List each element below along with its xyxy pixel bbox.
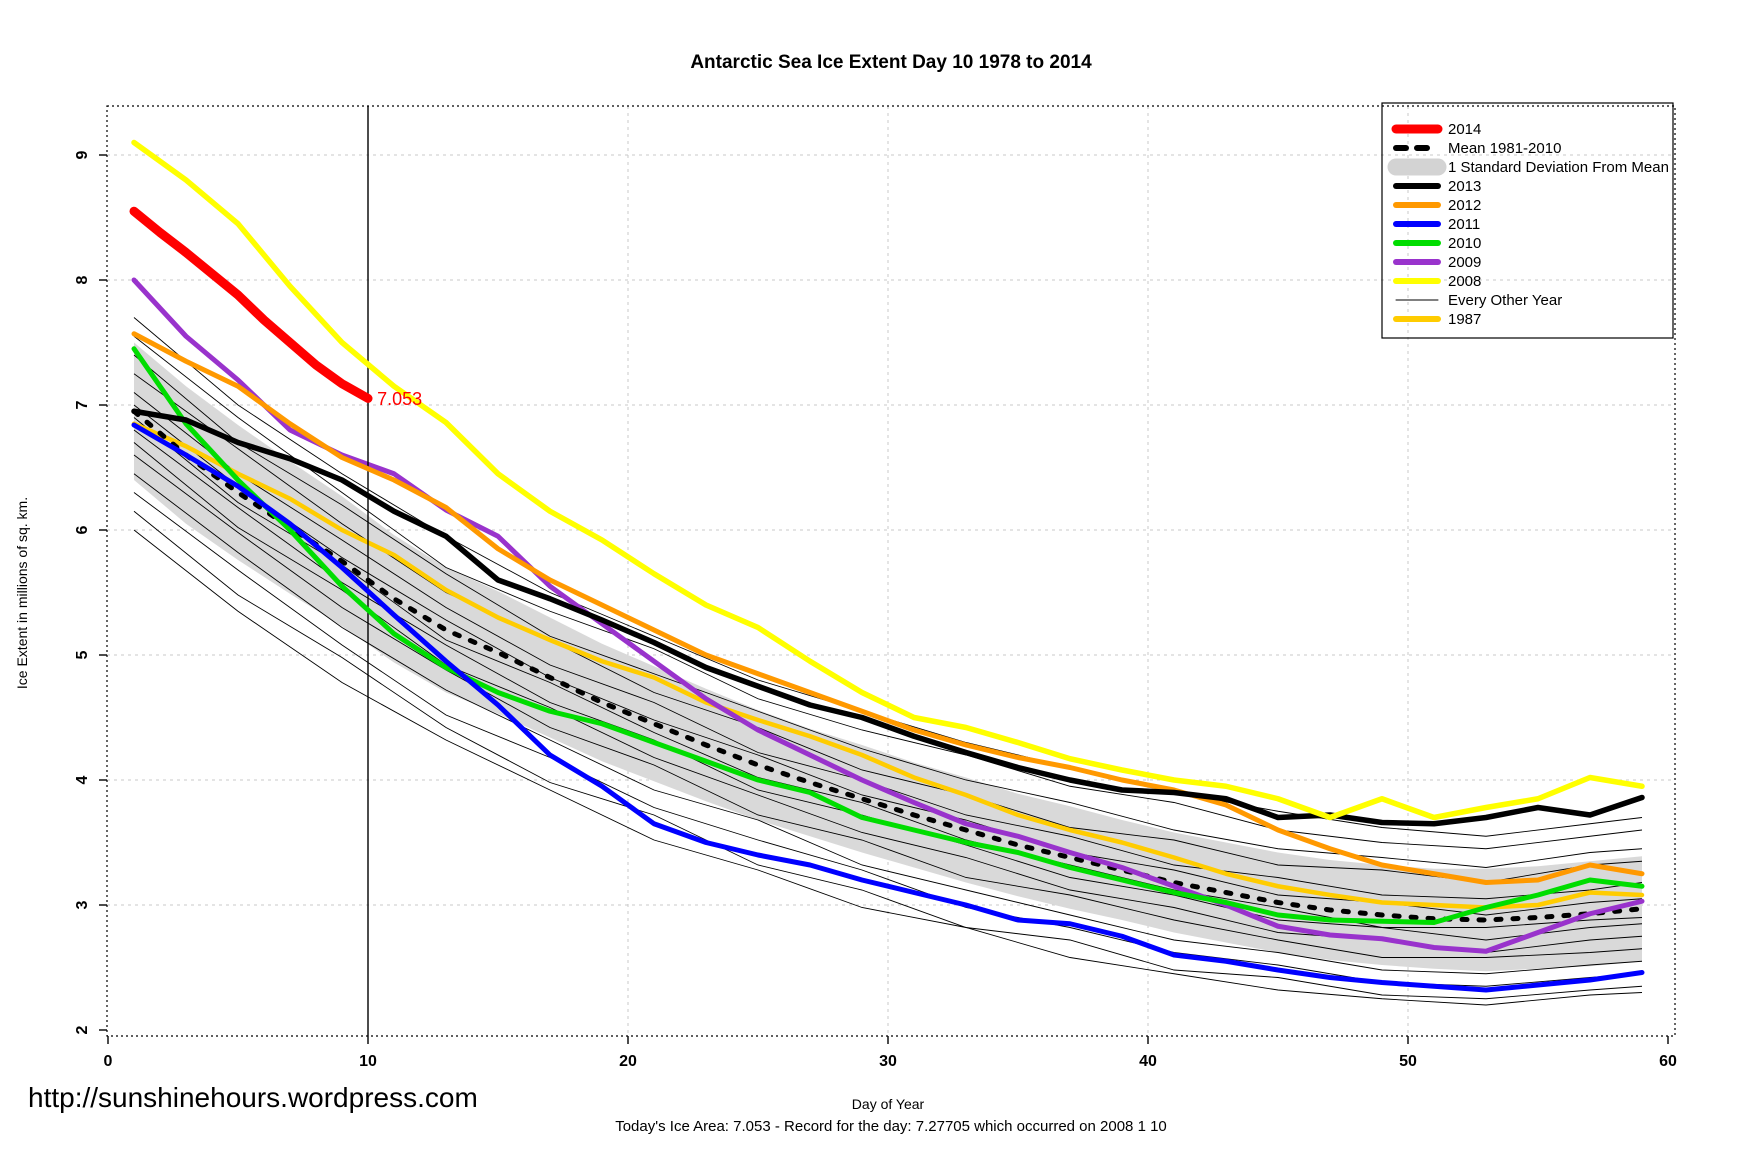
y-tick-label-5: 5 <box>74 650 91 659</box>
y-tick-label-8: 8 <box>74 275 91 284</box>
other-year-line-5 <box>133 404 1643 916</box>
legend-label: 2012 <box>1448 197 1481 214</box>
legend-label: Every Other Year <box>1448 292 1562 309</box>
series-2008-line <box>131 139 1645 821</box>
y-tick-label-7: 7 <box>74 400 91 409</box>
legend-label: 2009 <box>1448 254 1481 271</box>
series-1987-line <box>131 421 1645 910</box>
x-tick-label-20: 20 <box>619 1053 637 1070</box>
other-year-line-6 <box>133 417 1643 928</box>
legend-item-2009: 2009 <box>1393 254 1481 271</box>
other-year-line-13 <box>133 529 1643 1006</box>
y-tick-label-9: 9 <box>74 150 91 159</box>
footer-caption: Today's Ice Area: 7.053 - Record for the… <box>615 1118 1167 1135</box>
series-2010-line <box>131 346 1645 925</box>
y-tick-label-4: 4 <box>74 775 91 784</box>
other-year-line-12 <box>133 510 1643 1000</box>
legend-item-2010: 2010 <box>1393 235 1481 252</box>
legend-label: 2013 <box>1448 178 1481 195</box>
series-2012-line <box>131 331 1645 885</box>
legend-item-2012: 2012 <box>1393 197 1481 214</box>
x-tick-label-40: 40 <box>1139 1053 1157 1070</box>
chart-title: Antarctic Sea Ice Extent Day 10 1978 to … <box>690 52 1092 73</box>
series-2014-line <box>129 206 373 403</box>
legend-item-mean-1981-2010: Mean 1981-2010 <box>1393 140 1561 157</box>
legend-item-2013: 2013 <box>1393 178 1481 195</box>
y-tick-label-6: 6 <box>74 525 91 534</box>
x-tick-label-60: 60 <box>1659 1053 1677 1070</box>
legend-item-1-standard-deviation-from-mean: 1 Standard Deviation From Mean <box>1387 158 1669 176</box>
x-tick-label-50: 50 <box>1399 1053 1417 1070</box>
legend-label: 2010 <box>1448 235 1481 252</box>
series-mean-1981-2010-line <box>131 408 1645 923</box>
y-tick-label-3: 3 <box>74 900 91 909</box>
legend-label: 2008 <box>1448 273 1481 290</box>
legend-label: 2011 <box>1448 216 1480 233</box>
series-2013-line <box>131 408 1645 827</box>
other-year-line-10 <box>133 473 1643 975</box>
other-year-line-9 <box>133 454 1643 958</box>
record-annotation: 7.053 <box>377 389 422 409</box>
legend-label: 2014 <box>1448 121 1481 138</box>
other-year-line-0 <box>133 317 1643 837</box>
legend-item-2011: 2011 <box>1393 216 1480 233</box>
x-axis-title: Day of Year <box>851 1096 925 1112</box>
y-tick-label-2: 2 <box>74 1025 91 1034</box>
x-tick-label-10: 10 <box>359 1053 377 1070</box>
plot-box <box>106 105 1676 1037</box>
series-2009-line <box>131 277 1645 954</box>
other-year-line-4 <box>133 392 1643 900</box>
x-tick-label-30: 30 <box>879 1053 897 1070</box>
legend-item-1987: 1987 <box>1393 311 1481 328</box>
legend-label: Mean 1981-2010 <box>1448 140 1561 157</box>
other-year-line-1 <box>133 335 1643 850</box>
legend-item-2008: 2008 <box>1393 273 1481 290</box>
other-year-line-2 <box>133 354 1643 868</box>
legend-item-every-other-year: Every Other Year <box>1395 292 1562 309</box>
legend-label: 1987 <box>1448 311 1481 328</box>
x-tick-label-0: 0 <box>104 1053 113 1070</box>
legend-label: 1 Standard Deviation From Mean <box>1448 159 1669 176</box>
legend-item-2014: 2014 <box>1391 121 1481 138</box>
series-2011-line <box>131 422 1645 993</box>
legend-box <box>1381 102 1674 339</box>
footer-url: http://sunshinehours.wordpress.com <box>28 1082 478 1113</box>
